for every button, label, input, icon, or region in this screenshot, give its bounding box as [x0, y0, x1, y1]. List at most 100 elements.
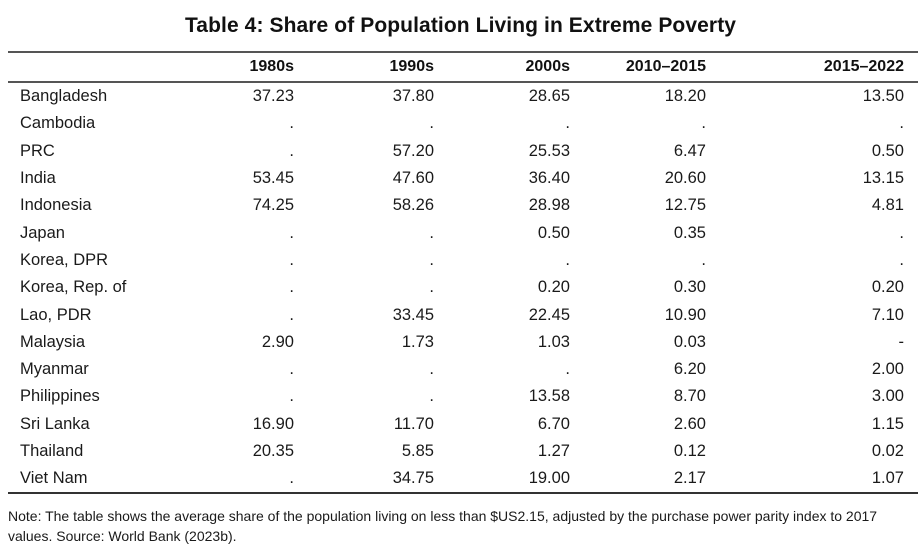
poverty-table: 1980s 1990s 2000s 2010–2015 2015–2022 Ba…: [8, 51, 918, 494]
value-1990s: .: [429, 387, 434, 406]
value-2000s: .: [565, 250, 570, 269]
table-row: Japan.. 0.50 0.35.: [8, 219, 918, 246]
value-1980s: .: [289, 250, 294, 269]
value-2015-2022: 3.00: [871, 387, 904, 406]
value-2010-2015: .: [701, 250, 706, 269]
value-2000s: 22.45: [528, 305, 570, 324]
value-2000s: 0.20: [537, 278, 570, 297]
value-2000s: .: [565, 360, 570, 379]
header-2010-2015: 2010–2015: [625, 58, 706, 75]
country-name: Bangladesh: [20, 87, 108, 106]
country-name: Indonesia: [20, 196, 92, 215]
header-2000s: 2000s: [525, 58, 571, 75]
poverty-table-container: 1980s 1990s 2000s 2010–2015 2015–2022 Ba…: [8, 51, 918, 494]
table-row: Cambodia.....: [8, 110, 918, 137]
value-1980s: 74.25: [252, 196, 294, 215]
value-1980s: .: [289, 223, 294, 242]
value-1990s: 5.85: [401, 442, 434, 460]
value-2015-2022: 2.00: [871, 360, 904, 379]
table-row: Philippines.. 13.58 8.70 3.00: [8, 383, 918, 410]
value-2010-2015: 0.30: [673, 278, 706, 297]
value-2015-2022: .: [899, 250, 904, 269]
value-1980s: .: [289, 278, 294, 297]
value-1980s: .: [289, 114, 294, 133]
value-2000s: 0.50: [537, 223, 570, 242]
value-1980s: 53.45: [252, 169, 294, 188]
value-2000s: .: [565, 114, 570, 133]
value-1990s: 34.75: [392, 469, 434, 488]
value-1990s: 57.20: [392, 141, 434, 160]
table-row: Myanmar... 6.20 2.00: [8, 356, 918, 383]
value-2000s: 28.65: [528, 87, 570, 106]
value-2010-2015: 0.12: [673, 442, 706, 460]
value-2000s: 36.40: [528, 169, 570, 188]
country-name: Korea, Rep. of: [20, 278, 127, 297]
header-1990s: 1990s: [389, 58, 435, 75]
table-row: Lao, PDR. 33.45 22.45 10.90 7.10: [8, 301, 918, 328]
country-name: Japan: [20, 223, 65, 242]
table-row: PRC. 57.20 25.53 6.47 0.50: [8, 138, 918, 165]
value-2015-2022: 4.81: [871, 196, 904, 215]
value-2015-2022: 1.15: [871, 414, 904, 433]
value-2010-2015: 6.47: [673, 141, 706, 160]
value-1990s: .: [429, 250, 434, 269]
table-row: Sri Lanka 16.90 11.70 6.70 2.60 1.15: [8, 411, 918, 438]
country-name: Lao, PDR: [20, 305, 92, 324]
value-1980s: 2.90: [261, 332, 294, 351]
country-name: Philippines: [20, 387, 100, 406]
value-2015-2022: .: [899, 114, 904, 133]
value-2015-2022: 0.20: [871, 278, 904, 297]
header-country: [8, 52, 168, 82]
table-row: Malaysia 2.90 1.73 1.03 0.03 -: [8, 329, 918, 356]
value-2010-2015: 10.90: [664, 305, 706, 324]
value-2015-2022: 0.50: [871, 141, 904, 160]
value-1990s: .: [429, 114, 434, 133]
value-2010-2015: 12.75: [664, 196, 706, 215]
value-1980s: .: [289, 305, 294, 324]
value-2015-2022: 13.15: [862, 169, 904, 188]
value-2010-2015: 20.60: [664, 169, 706, 188]
value-2010-2015: 8.70: [673, 387, 706, 406]
value-2010-2015: 0.03: [673, 332, 706, 351]
header-row: 1980s 1990s 2000s 2010–2015 2015–2022: [8, 52, 918, 82]
value-2000s: 1.03: [537, 332, 570, 351]
country-name: Malaysia: [20, 332, 86, 351]
value-1990s: .: [429, 278, 434, 297]
country-name: Myanmar: [20, 360, 89, 379]
country-name: Viet Nam: [20, 469, 88, 488]
value-2010-2015: 2.60: [673, 414, 706, 433]
table-row: Viet Nam. 34.75 19.00 2.17 1.07: [8, 465, 918, 494]
value-2015-2022: 13.50: [862, 87, 904, 106]
country-name: Thailand: [20, 442, 84, 460]
value-2000s: 6.70: [537, 414, 570, 433]
value-2010-2015: 2.17: [673, 469, 706, 488]
table-body: Bangladesh 37.23 37.80 28.65 18.20 13.50 Cambo…: [8, 82, 918, 494]
table-title: Table 4: Share of Population Living in E…: [184, 14, 737, 37]
value-2000s: 1.27: [537, 442, 570, 460]
table-note: Note: The table shows the average share …: [8, 508, 878, 544]
table-row: Korea, DPR.....: [8, 247, 918, 274]
value-1990s: 33.45: [392, 305, 434, 324]
value-1990s: 37.80: [392, 87, 434, 106]
value-1980s: 16.90: [252, 414, 294, 433]
value-2000s: 28.98: [528, 196, 570, 215]
country-name: PRC: [20, 141, 55, 160]
value-1980s: 20.35: [252, 442, 294, 460]
country-name: Korea, DPR: [20, 250, 109, 269]
value-2000s: 13.58: [528, 387, 570, 406]
country-name: India: [20, 169, 56, 188]
value-2015-2022: 0.02: [871, 442, 904, 460]
value-1990s: 11.70: [393, 414, 434, 433]
value-2010-2015: 18.20: [664, 87, 706, 106]
table-row: Indonesia 74.25 58.26 28.98 12.75 4.81: [8, 192, 918, 219]
value-1980s: 37.23: [252, 87, 294, 106]
table-row: Korea, Rep. of.. 0.20 0.30 0.20: [8, 274, 918, 301]
value-2015-2022: 1.07: [871, 469, 904, 488]
value-1990s: 47.60: [392, 169, 434, 188]
table-row: Bangladesh 37.23 37.80 28.65 18.20 13.50: [8, 82, 918, 110]
value-1980s: .: [289, 387, 294, 406]
value-1990s: .: [429, 360, 434, 379]
value-1990s: .: [429, 223, 434, 242]
value-1980s: .: [289, 141, 294, 160]
header-2015-2022: 2015–2022: [823, 58, 904, 75]
